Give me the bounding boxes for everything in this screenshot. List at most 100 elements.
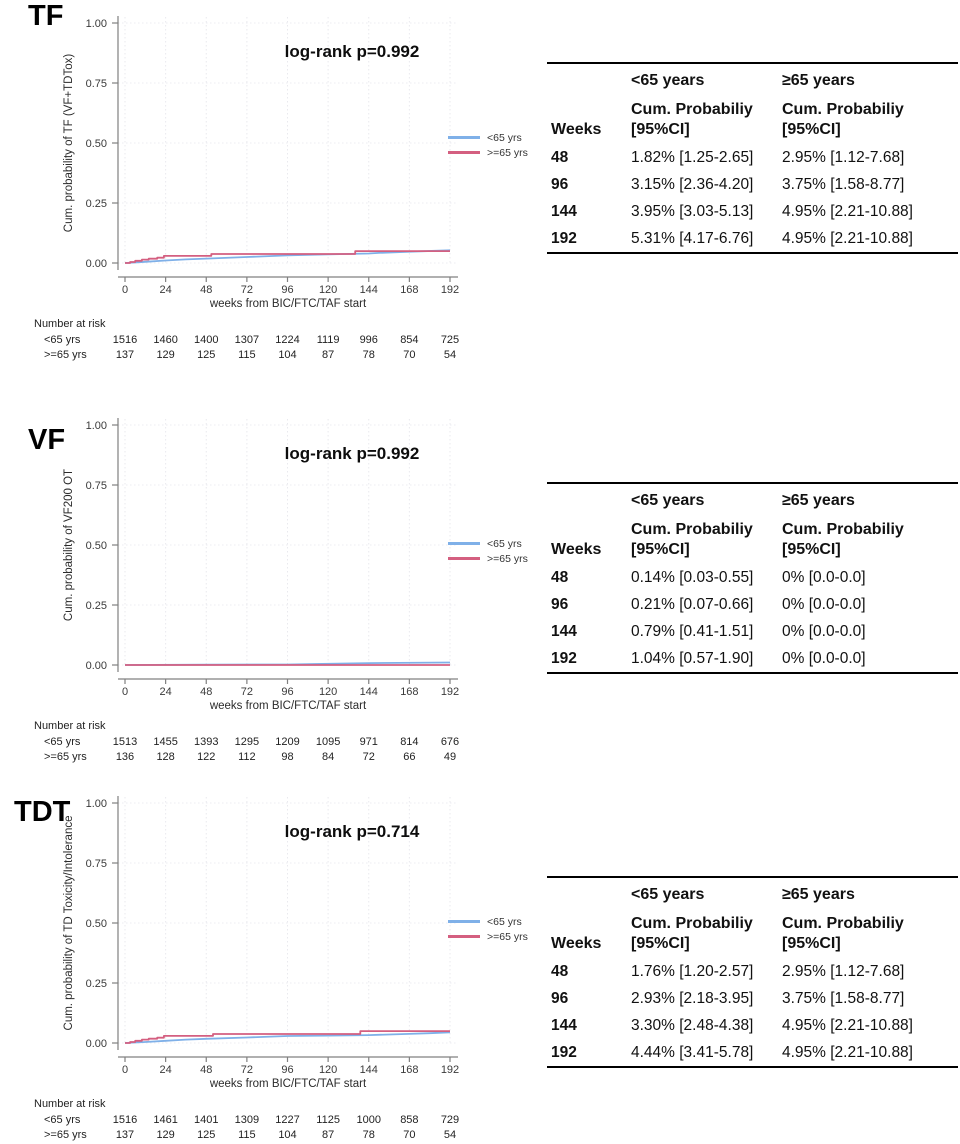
svg-text:0.25: 0.25 (86, 978, 107, 990)
svg-text:115: 115 (238, 349, 256, 361)
gridlines (118, 419, 456, 666)
prob-header-lt65: Cum. Probabiliy [95%CI] (631, 914, 782, 954)
spacer-cell (551, 886, 631, 914)
svg-text:0: 0 (122, 686, 128, 698)
svg-text:0.75: 0.75 (86, 480, 107, 492)
panel-title-tdt: TDT (14, 796, 71, 828)
svg-text:1455: 1455 (153, 736, 177, 748)
prob-header-ge65: Cum. Probabiliy [95%CI] (782, 914, 958, 954)
prob-header-line2: [95%CI] (782, 541, 841, 558)
svg-text:0.25: 0.25 (86, 600, 107, 612)
series-lines (124, 1030, 451, 1044)
prob-header-line2: [95%CI] (631, 541, 690, 558)
weeks-header: Weeks (551, 121, 602, 138)
panel-vf: VF 0.00 0.25 0.50 0.75 1.00 0 24 48 72 96 120 144 16… (0, 402, 960, 774)
svg-text:1307: 1307 (235, 334, 259, 346)
svg-text:1.00: 1.00 (86, 420, 107, 432)
svg-text:1209: 1209 (275, 736, 299, 748)
lt65-value-cell: 3.30% [2.48-4.38] (631, 1016, 754, 1034)
lt65-value-cell: 2.93% [2.18-3.95] (631, 989, 754, 1007)
lt65-value-cell: 0.21% [0.07-0.66] (631, 595, 754, 613)
lt65-value-cell: 5.31% [4.17-6.76] (631, 229, 754, 247)
svg-text:54: 54 (444, 349, 456, 361)
svg-text:168: 168 (400, 1064, 418, 1076)
week-cell: 48 (551, 148, 569, 166)
svg-text:Number at risk: Number at risk (34, 720, 106, 732)
svg-text:1.00: 1.00 (86, 18, 107, 30)
col-header-lt65: <65 years (631, 492, 705, 509)
prob-header-lt65: Cum. Probabiliy [95%CI] (631, 520, 782, 560)
table-row: 96 3.15% [2.36-4.20] 3.75% [1.58-8.77] (547, 171, 958, 198)
col-header-lt65: <65 years (631, 72, 705, 89)
svg-text:0.25: 0.25 (86, 198, 107, 210)
table-group-header-row: <65 years ≥65 years (547, 64, 958, 100)
svg-text:log-rank p=0.992: log-rank p=0.992 (285, 444, 420, 463)
svg-text:weeks from BIC/FTC/TAF start: weeks from BIC/FTC/TAF start (209, 700, 367, 712)
legend-item-lt65: <65 yrs (448, 536, 528, 551)
svg-text:96: 96 (281, 284, 293, 296)
svg-text:0.00: 0.00 (86, 660, 107, 672)
svg-text:96: 96 (281, 1064, 293, 1076)
svg-text:1461: 1461 (153, 1114, 177, 1126)
prob-header-line1: Cum. Probabiliy (631, 101, 753, 118)
svg-text:168: 168 (400, 284, 418, 296)
table-row: 96 0.21% [0.07-0.66] 0% [0.0-0.0] (547, 591, 958, 618)
legend-item-ge65: >=65 yrs (448, 929, 528, 944)
svg-text:Cum. probability of TF (VF+TDT: Cum. probability of TF (VF+TDTox) (63, 54, 75, 233)
svg-text:104: 104 (278, 349, 296, 361)
lt65-value-cell: 1.76% [1.20-2.57] (631, 962, 754, 980)
ge65-value-cell: 4.95% [2.21-10.88] (782, 229, 913, 247)
svg-text:49: 49 (444, 751, 456, 763)
legend-label-ge65: >=65 yrs (487, 930, 528, 943)
svg-text:854: 854 (400, 334, 418, 346)
col-header-ge65: ≥65 years (782, 72, 855, 89)
svg-text:1516: 1516 (113, 1114, 137, 1126)
svg-text:676: 676 (441, 736, 459, 748)
vf-probability-table: <65 years ≥65 years Weeks Cum. Probabili… (547, 482, 958, 674)
gridlines (118, 17, 456, 264)
svg-text:Cum. probability of VF200 OT: Cum. probability of VF200 OT (63, 469, 75, 621)
series-lines (124, 249, 451, 264)
prob-header-line1: Cum. Probabiliy (631, 521, 753, 538)
svg-text:1309: 1309 (235, 1114, 259, 1126)
legend-label-lt65: <65 yrs (487, 537, 522, 550)
svg-text:87: 87 (322, 349, 334, 361)
prob-header-lt65: Cum. Probabiliy [95%CI] (631, 100, 782, 140)
col-header-lt65: <65 years (631, 886, 705, 903)
svg-text:137: 137 (116, 349, 134, 361)
tdt-km-plot: 0.00 0.25 0.50 0.75 1.00 0 24 48 72 96 120 144 168 19… (34, 796, 459, 1141)
lt65-value-cell: 3.15% [2.36-4.20] (631, 175, 754, 193)
prob-header-line1: Cum. Probabiliy (782, 521, 904, 538)
svg-text:125: 125 (197, 1129, 215, 1141)
svg-text:78: 78 (363, 1129, 375, 1141)
svg-text:0.75: 0.75 (86, 78, 107, 90)
weeks-header: Weeks (551, 541, 602, 558)
svg-text:1119: 1119 (317, 334, 340, 346)
table-subheader-row: Weeks Cum. Probabiliy [95%CI] Cum. Probab… (547, 914, 958, 958)
prob-header-ge65: Cum. Probabiliy [95%CI] (782, 520, 958, 560)
svg-text:1400: 1400 (194, 334, 218, 346)
table-group-header-row: <65 years ≥65 years (547, 484, 958, 520)
legend-vf: <65 yrs >=65 yrs (448, 536, 528, 566)
ge65-value-cell: 0% [0.0-0.0] (782, 568, 866, 586)
svg-text:>=65 yrs: >=65 yrs (44, 751, 87, 763)
ge65-value-cell: 4.95% [2.21-10.88] (782, 1016, 913, 1034)
weeks-header: Weeks (551, 935, 602, 952)
svg-text:128: 128 (156, 751, 174, 763)
gridlines (118, 797, 456, 1044)
table-row: 192 4.44% [3.41-5.78] 4.95% [2.21-10.88] (547, 1039, 958, 1066)
lt65-line-swatch (448, 136, 480, 139)
legend-item-ge65: >=65 yrs (448, 551, 528, 566)
svg-text:136: 136 (116, 751, 134, 763)
svg-text:54: 54 (444, 1129, 456, 1141)
week-cell: 96 (551, 595, 569, 613)
svg-text:72: 72 (241, 686, 253, 698)
tf-probability-table: <65 years ≥65 years Weeks Cum. Probabili… (547, 62, 958, 254)
svg-text:1000: 1000 (357, 1114, 381, 1126)
svg-text:120: 120 (319, 686, 337, 698)
svg-text:Number at risk: Number at risk (34, 1098, 106, 1110)
ge65-value-cell: 3.75% [1.58-8.77] (782, 989, 905, 1007)
table-row: 192 5.31% [4.17-6.76] 4.95% [2.21-10.88] (547, 225, 958, 252)
table-subheader-row: Weeks Cum. Probabiliy [95%CI] Cum. Probab… (547, 100, 958, 144)
table-row: 144 0.79% [0.41-1.51] 0% [0.0-0.0] (547, 618, 958, 645)
